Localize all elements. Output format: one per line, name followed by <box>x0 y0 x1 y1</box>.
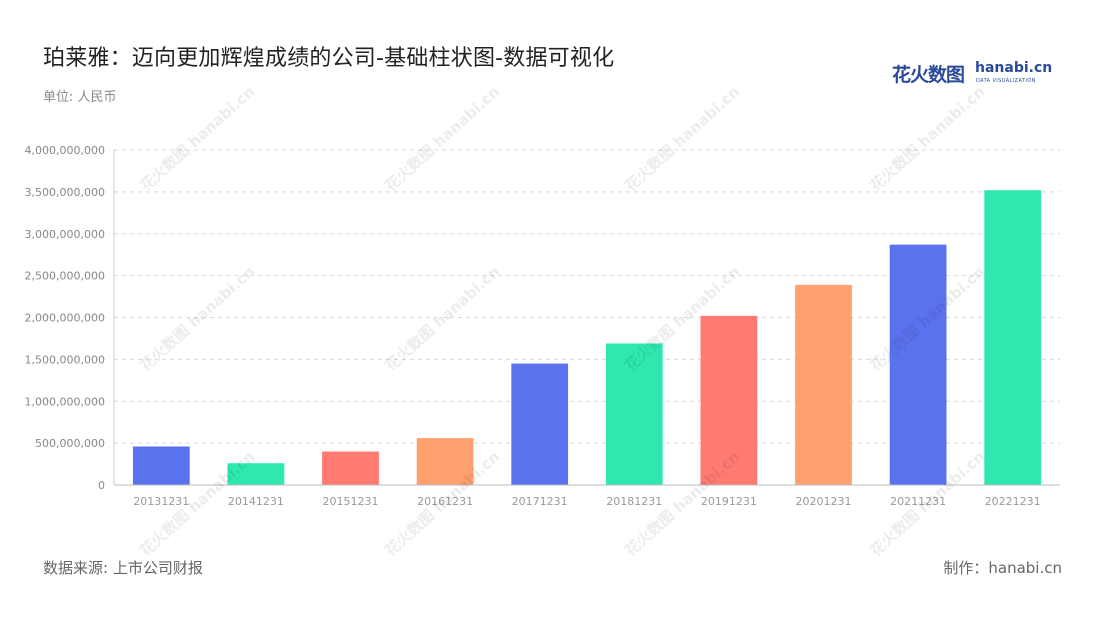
y-tick-label: 2,000,000,000 <box>25 312 105 325</box>
bar <box>511 363 569 485</box>
x-tick-label: 20221231 <box>985 495 1041 508</box>
bars <box>132 190 1042 485</box>
bar <box>984 190 1042 485</box>
x-tick-label: 20211231 <box>890 495 946 508</box>
x-tick-label: 20181231 <box>606 495 662 508</box>
logo-cn: 花火数图 <box>892 64 965 86</box>
maker-credit: 制作：hanabi.cn <box>943 559 1062 577</box>
bar <box>605 343 663 485</box>
x-axis-ticks: 20131231 20141231 20151231 20161231 20171231… <box>133 495 1040 508</box>
x-tick-label: 20151231 <box>323 495 379 508</box>
x-tick-label: 20161231 <box>417 495 473 508</box>
y-tick-label: 3,500,000,000 <box>25 186 105 199</box>
bar <box>227 463 285 485</box>
bar <box>889 244 947 485</box>
bar <box>795 284 852 485</box>
y-tick-label: 500,000,000 <box>35 437 105 450</box>
x-tick-label: 20141231 <box>228 495 284 508</box>
y-tick-label: 1,000,000,000 <box>25 395 105 408</box>
bar <box>322 451 379 485</box>
axes <box>113 150 1060 486</box>
bar <box>132 446 190 485</box>
logo-en: hanabi.cn <box>975 60 1053 76</box>
chart-title: 珀莱雅：迈向更加辉煌成绩的公司-基础柱状图-数据可视化 <box>43 46 615 71</box>
logo-sub: DATA VISUALIZATION <box>976 78 1036 84</box>
y-axis-ticks: 0 500,000,000 1,000,000,000 1,500,000,000 2,… <box>25 144 105 492</box>
y-tick-label: 3,000,000,000 <box>25 228 105 241</box>
y-tick-label: 4,000,000,000 <box>25 144 105 157</box>
unit-label: 单位: 人民币 <box>43 90 117 105</box>
x-tick-label: 20201231 <box>796 495 852 508</box>
x-tick-label: 20191231 <box>701 495 757 508</box>
hanabi-logo: 花火数图 hanabi.cn DATA VISUALIZATION <box>892 58 1052 88</box>
data-source: 数据来源: 上市公司财报 <box>43 559 203 577</box>
grid-lines <box>114 149 1060 444</box>
bar <box>416 438 474 485</box>
x-tick-label: 20131231 <box>133 495 189 508</box>
x-tick-label: 20171231 <box>512 495 568 508</box>
y-tick-label: 2,500,000,000 <box>25 270 105 283</box>
y-tick-label: 1,500,000,000 <box>25 353 105 366</box>
y-tick-label: 0 <box>98 479 105 492</box>
bar <box>700 315 758 485</box>
